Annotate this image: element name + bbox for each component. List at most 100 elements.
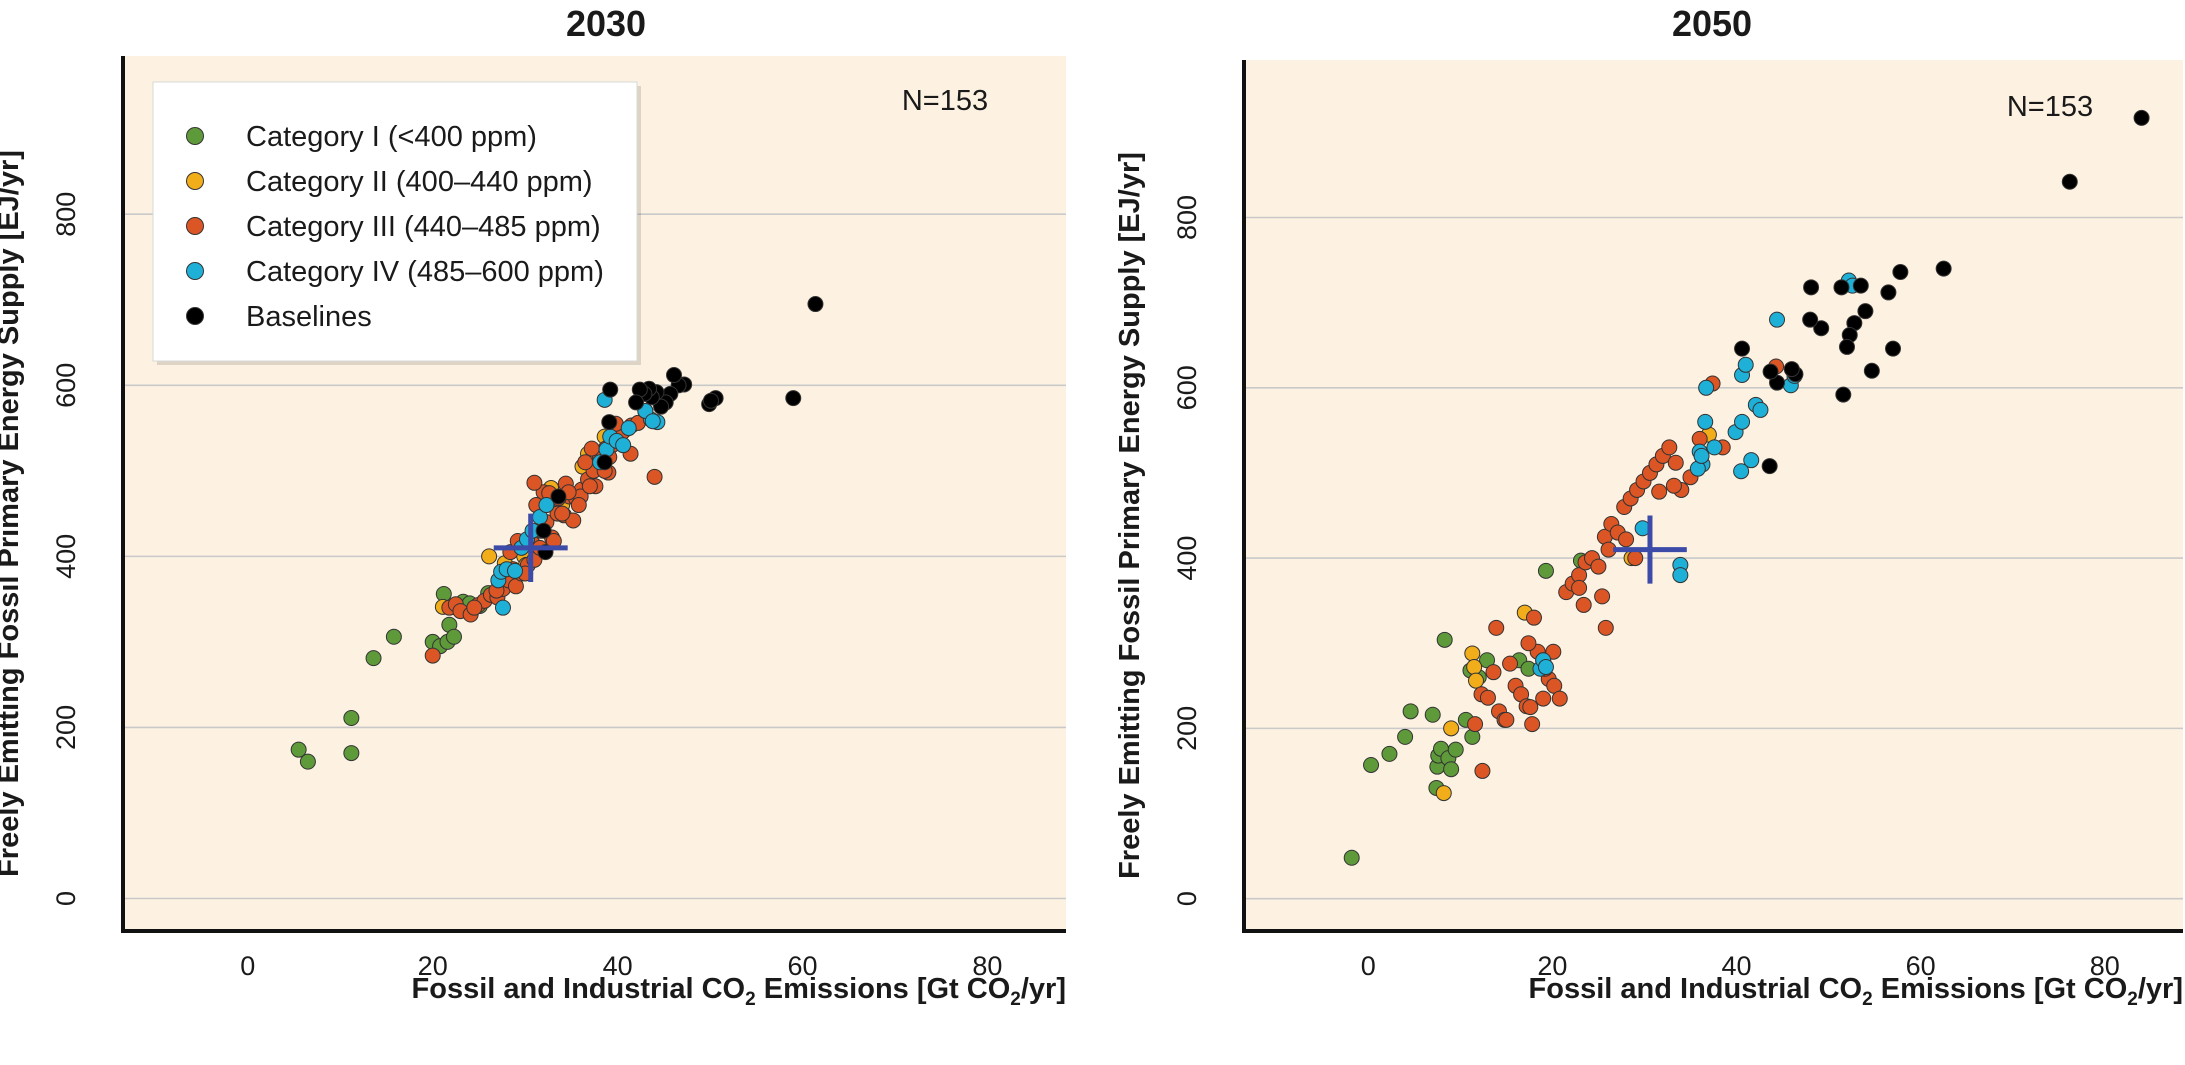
data-point bbox=[506, 562, 523, 579]
x-tick-label: 60 bbox=[1906, 951, 1936, 981]
x-tick-label: 80 bbox=[2090, 951, 2120, 981]
data-point bbox=[1381, 745, 1398, 762]
data-point bbox=[1447, 741, 1464, 758]
data-point bbox=[1880, 284, 1897, 301]
data-point bbox=[1783, 361, 1800, 378]
data-point bbox=[494, 599, 511, 616]
data-point bbox=[1474, 762, 1491, 779]
legend-label: Baselines bbox=[246, 301, 372, 333]
data-point bbox=[299, 753, 316, 770]
series-4 bbox=[535, 296, 824, 561]
data-point bbox=[1467, 672, 1484, 689]
panel-title: 2030 bbox=[566, 3, 646, 44]
data-point bbox=[1762, 363, 1779, 380]
data-point bbox=[365, 650, 382, 667]
data-point bbox=[1833, 279, 1850, 296]
data-point bbox=[1813, 320, 1830, 337]
data-point bbox=[1706, 439, 1723, 456]
legend-marker bbox=[186, 127, 204, 145]
data-point bbox=[1863, 362, 1880, 379]
data-point bbox=[1838, 338, 1855, 355]
data-point bbox=[581, 478, 598, 495]
x-tick-label: 60 bbox=[787, 951, 817, 981]
data-point bbox=[1522, 699, 1539, 716]
data-point bbox=[1343, 849, 1360, 866]
data-point bbox=[1802, 311, 1819, 328]
data-point bbox=[343, 745, 360, 762]
y-tick-label: 800 bbox=[51, 192, 81, 237]
data-point bbox=[535, 522, 552, 539]
data-point bbox=[583, 440, 600, 457]
series-3 bbox=[1532, 272, 1861, 677]
data-point bbox=[1733, 463, 1750, 480]
y-tick-label: 600 bbox=[51, 363, 81, 408]
x-tick-label: 40 bbox=[1721, 951, 1751, 981]
sample-size-annotation: N=153 bbox=[2007, 91, 2093, 123]
data-point bbox=[702, 392, 719, 409]
data-point bbox=[1618, 531, 1635, 548]
data-point bbox=[644, 413, 661, 430]
legend-marker bbox=[186, 172, 204, 190]
data-point bbox=[1597, 619, 1614, 636]
data-point bbox=[1852, 277, 1869, 294]
data-point bbox=[1402, 703, 1419, 720]
x-axis-label-part: /yr] bbox=[1021, 973, 1066, 1005]
data-point bbox=[1435, 785, 1452, 802]
data-point bbox=[1885, 340, 1902, 357]
y-axis-label: Freely Emitting Fossil Primary Energy Su… bbox=[0, 150, 25, 877]
data-point bbox=[1537, 562, 1554, 579]
data-point bbox=[596, 454, 613, 471]
data-point bbox=[1571, 579, 1588, 596]
data-point bbox=[1661, 439, 1678, 456]
y-tick-label: 600 bbox=[1172, 365, 1202, 410]
data-point bbox=[807, 296, 824, 313]
data-point bbox=[1594, 588, 1611, 605]
x-axis-label-subscript: 2 bbox=[1862, 989, 1873, 1010]
legend-marker bbox=[186, 307, 204, 325]
data-point bbox=[1803, 279, 1820, 296]
data-point bbox=[1525, 609, 1542, 626]
data-point bbox=[1693, 447, 1710, 464]
data-point bbox=[570, 497, 587, 514]
data-point bbox=[1761, 458, 1778, 475]
data-point bbox=[601, 414, 618, 431]
data-point bbox=[1537, 659, 1554, 676]
data-point bbox=[1667, 454, 1684, 471]
data-point bbox=[2061, 173, 2078, 190]
y-tick-label: 0 bbox=[51, 891, 81, 906]
data-point bbox=[554, 505, 571, 522]
data-point bbox=[666, 367, 683, 384]
data-point bbox=[1485, 664, 1502, 681]
data-point bbox=[628, 394, 645, 411]
legend-marker bbox=[186, 262, 204, 280]
x-axis-label-part: /yr] bbox=[2138, 973, 2183, 1005]
data-point bbox=[481, 548, 498, 565]
panel-2050: 2050 0 200 400 600 800 0 20 40 60 80 Freely Emittin… bbox=[1114, 3, 2183, 1010]
data-point bbox=[343, 710, 360, 727]
data-point bbox=[1424, 706, 1441, 723]
data-point bbox=[1627, 550, 1644, 567]
data-point bbox=[290, 741, 307, 758]
data-point bbox=[1665, 477, 1682, 494]
data-point bbox=[1467, 716, 1484, 733]
x-tick-label: 40 bbox=[603, 951, 633, 981]
data-point bbox=[550, 488, 567, 505]
x-axis-label-subscript: 2 bbox=[2127, 989, 2138, 1010]
x-axis-label-subscript: 2 bbox=[745, 989, 756, 1010]
data-point bbox=[538, 497, 555, 514]
data-point bbox=[1935, 260, 1952, 277]
data-point bbox=[1524, 716, 1541, 733]
legend-label: Category II (400–440 ppm) bbox=[246, 166, 593, 198]
data-point bbox=[1488, 619, 1505, 636]
plot-background bbox=[1244, 60, 2183, 931]
data-point bbox=[1397, 728, 1414, 745]
legend-marker bbox=[186, 217, 204, 235]
data-point bbox=[1551, 690, 1568, 707]
legend-label: Category I (<400 ppm) bbox=[246, 121, 537, 153]
data-point bbox=[577, 454, 594, 471]
data-point bbox=[385, 628, 402, 645]
legend-box bbox=[152, 81, 638, 362]
data-point bbox=[1734, 340, 1751, 357]
data-point bbox=[1672, 567, 1689, 584]
data-point bbox=[1479, 689, 1496, 706]
